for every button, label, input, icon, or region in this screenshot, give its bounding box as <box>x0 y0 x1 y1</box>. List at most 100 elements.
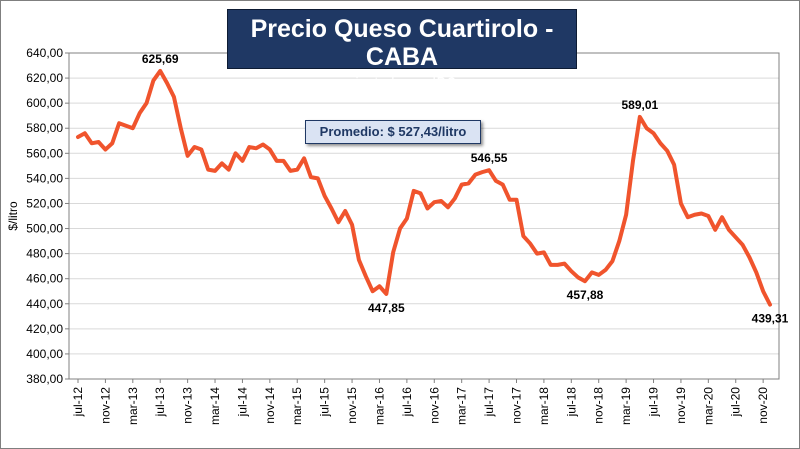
x-tick-label: nov-16 <box>427 387 441 424</box>
data-point <box>761 290 765 293</box>
data-point <box>76 135 80 139</box>
x-tick-label: nov-19 <box>674 387 688 424</box>
chart-title: Precio Queso Cuartirolo - CABA <box>250 15 554 71</box>
data-point <box>700 212 703 215</box>
data-point <box>145 101 148 105</box>
data-point <box>323 194 326 198</box>
data-point <box>302 157 306 160</box>
y-tick-label: 420,00 <box>26 322 63 336</box>
data-point <box>679 202 683 205</box>
data-point <box>344 209 347 213</box>
data-point <box>652 132 655 135</box>
data-point <box>439 199 443 203</box>
y-tick-label: 400,00 <box>26 347 63 361</box>
data-point <box>611 259 614 263</box>
data-point <box>748 256 751 259</box>
data-point <box>261 143 265 146</box>
data-point <box>131 127 135 130</box>
data-point <box>624 213 628 216</box>
data-point <box>713 228 717 231</box>
data-point <box>282 159 285 163</box>
y-tick-label: 500,00 <box>26 222 63 236</box>
data-point <box>693 213 696 216</box>
data-point <box>433 201 436 204</box>
y-tick-label: 600,00 <box>26 96 63 110</box>
y-tick-label: 620,00 <box>26 71 63 85</box>
y-tick-label: 480,00 <box>26 247 63 261</box>
x-tick-label: nov-20 <box>756 387 770 424</box>
data-points <box>76 69 772 306</box>
x-tick-label: jul-12 <box>71 387 85 418</box>
y-axis-label: $/litro <box>6 201 20 231</box>
data-point <box>165 81 169 85</box>
data-point <box>645 127 648 130</box>
x-tick-label: nov-17 <box>509 387 523 424</box>
data-point <box>604 268 607 272</box>
data-point <box>371 290 374 293</box>
data-point <box>563 262 566 265</box>
x-tick-label: mar-14 <box>208 387 222 425</box>
average-callout: Promedio: $ 527,43/litro <box>305 120 481 144</box>
chart-subtitle: - ajustado por IPC - <box>338 74 466 90</box>
data-point <box>576 276 580 279</box>
x-tick-label: jul-19 <box>647 387 661 418</box>
data-point <box>200 148 203 151</box>
data-point <box>152 79 155 82</box>
x-tick-label: jul-17 <box>482 387 496 418</box>
x-tick-label: nov-15 <box>345 387 359 424</box>
data-point <box>481 170 484 174</box>
data-label: 439,31 <box>752 312 789 326</box>
data-point <box>193 145 196 149</box>
data-point <box>494 179 498 183</box>
x-tick-label: jul-13 <box>153 387 167 418</box>
data-label: 457,88 <box>567 288 604 302</box>
data-point <box>522 234 525 238</box>
data-point <box>83 132 87 135</box>
x-tick-label: mar-13 <box>126 387 140 425</box>
y-tick-label: 560,00 <box>26 146 63 160</box>
data-point <box>97 140 100 144</box>
data-point <box>501 183 504 186</box>
x-tick-label: jul-14 <box>235 387 249 418</box>
x-tick-label: nov-12 <box>98 387 112 424</box>
data-point <box>590 271 594 274</box>
x-tick-label: nov-18 <box>592 387 606 424</box>
data-point <box>364 274 367 278</box>
data-point <box>542 251 546 254</box>
y-tick-label: 540,00 <box>26 171 63 185</box>
data-point <box>727 228 731 231</box>
data-point <box>213 169 217 173</box>
data-point <box>446 206 450 209</box>
x-tick-label: mar-19 <box>619 387 633 425</box>
data-point <box>104 148 107 151</box>
series-line <box>76 68 772 307</box>
x-tick-label: mar-20 <box>701 387 715 425</box>
x-tick-label: mar-18 <box>537 387 551 425</box>
data-point <box>206 168 210 171</box>
data-label: 625,69 <box>142 52 179 66</box>
data-label: 589,01 <box>621 98 658 112</box>
data-point <box>659 142 662 145</box>
data-point <box>768 303 772 306</box>
y-tick-label: 460,00 <box>26 272 63 286</box>
x-tick-label: jul-20 <box>729 387 743 418</box>
data-point <box>467 182 470 185</box>
data-point <box>234 152 237 155</box>
data-point <box>419 192 422 195</box>
data-point <box>268 148 272 151</box>
data-label: 447,85 <box>368 301 405 315</box>
data-point <box>172 95 176 99</box>
data-point <box>631 159 635 163</box>
data-point <box>111 142 114 145</box>
data-label: 546,55 <box>471 151 508 165</box>
data-point <box>316 177 320 180</box>
data-point <box>296 168 299 171</box>
y-tick-label: 380,00 <box>26 372 63 386</box>
data-point <box>535 252 539 255</box>
data-point <box>672 163 676 166</box>
data-point <box>337 221 340 224</box>
data-point <box>241 159 244 163</box>
data-point <box>124 124 128 127</box>
data-point <box>453 197 457 200</box>
